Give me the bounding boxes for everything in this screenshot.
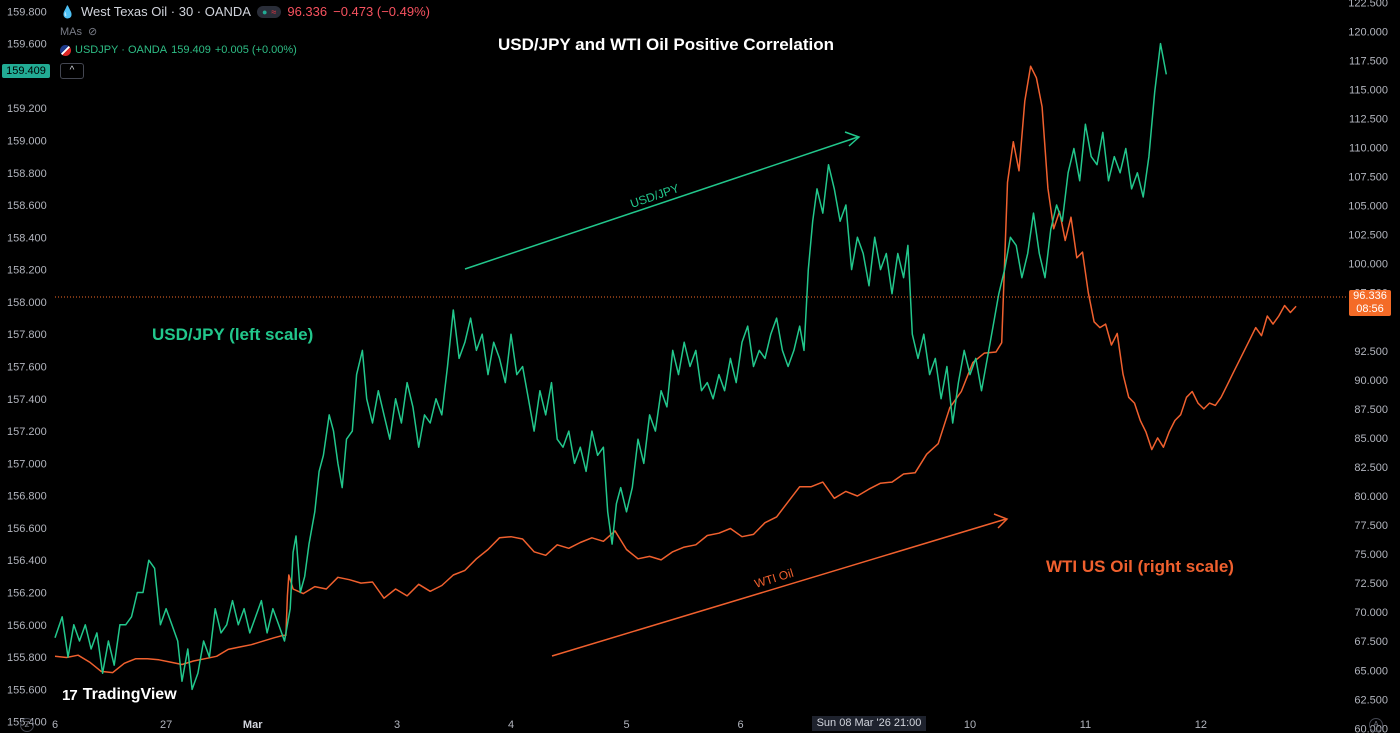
right-axis-tick-label: 110.000 xyxy=(1349,143,1388,155)
wti-current-price: 96.336 xyxy=(1353,290,1387,302)
compare-symbol-name[interactable]: USDJPY · OANDA xyxy=(75,44,168,56)
legend-collapse-button[interactable]: ^ xyxy=(60,63,84,79)
usdjpy-arrow-label: USD/JPY xyxy=(628,181,680,211)
wti-price-line xyxy=(54,65,1297,674)
crosshair-date-label: Sun 08 Mar '26 21:00 xyxy=(812,716,926,731)
right-axis-tick-label: 122.500 xyxy=(1348,0,1388,9)
us-japan-flag-icon xyxy=(60,44,71,56)
left-axis-tick-label: 158.800 xyxy=(7,168,47,180)
time-axis-tick-label: 27 xyxy=(160,719,172,731)
right-axis-tick-label: 80.000 xyxy=(1354,491,1388,503)
wti-current-price-tag: 96.336 08:56 xyxy=(1349,290,1391,316)
left-axis-tick-label: 158.600 xyxy=(7,200,47,212)
left-axis-tick-label: 158.000 xyxy=(7,297,47,309)
right-axis-tick-label: 100.000 xyxy=(1348,259,1388,271)
right-axis-tick-label: 75.000 xyxy=(1354,549,1388,561)
left-axis-tick-label: 157.400 xyxy=(7,394,47,406)
wti-trend-arrow xyxy=(551,518,1007,657)
market-status-pill[interactable]: ● ≈ xyxy=(256,5,282,18)
time-axis-tick-label: 10 xyxy=(964,719,976,731)
right-axis-tick-label: 120.000 xyxy=(1348,26,1388,38)
time-axis-tick-label: 11 xyxy=(1080,719,1091,731)
tradingview-mark-icon: 17 xyxy=(62,686,78,704)
right-axis-tick-label: 92.500 xyxy=(1354,346,1388,358)
left-axis-tick-label: 156.200 xyxy=(7,588,47,600)
wti-scale-label: WTI US Oil (right scale) xyxy=(1046,557,1234,576)
left-axis-tick-label: 158.200 xyxy=(7,265,47,277)
right-axis-tick-label: 90.000 xyxy=(1354,375,1388,387)
zoom-corner-button[interactable]: Z xyxy=(20,718,34,732)
left-axis-tick-label: 157.800 xyxy=(7,329,47,341)
ma-label: MAs xyxy=(60,25,82,38)
compare-symbol-change: +0.005 (+0.00%) xyxy=(214,44,297,56)
market-open-dot-icon: ● xyxy=(261,6,268,17)
time-axis-tick-label: 4 xyxy=(508,719,514,731)
usdjpy-price-line xyxy=(54,42,1168,691)
time-axis-tick-label: 6 xyxy=(52,719,58,731)
main-symbol-legend[interactable]: 💧 West Texas Oil · 30 · OANDA ● ≈ 96.336 … xyxy=(60,4,430,19)
left-axis-tick-label: 156.600 xyxy=(7,523,47,535)
left-axis-tick-label: 156.000 xyxy=(7,620,47,632)
usdjpy-trend-arrow xyxy=(464,136,859,270)
left-axis-tick-label: 158.400 xyxy=(7,232,47,244)
moving-averages-legend[interactable]: MAs ⊘ xyxy=(60,25,98,39)
right-axis-tick-label: 107.500 xyxy=(1348,172,1388,184)
usdjpy-scale-label: USD/JPY (left scale) xyxy=(152,325,314,344)
wti-trend-arrowhead xyxy=(993,513,1009,529)
time-axis[interactable]: 6 27 Mar 3 4 5 6 10 11 12 xyxy=(52,719,1207,731)
eye-hidden-icon[interactable]: ⊘ xyxy=(88,26,98,38)
right-axis-tick-label: 65.000 xyxy=(1354,665,1388,677)
left-axis-tick-label: 157.000 xyxy=(7,458,47,470)
compare-symbol-legend[interactable]: USDJPY · OANDA 159.409 +0.005 (+0.00%) xyxy=(60,44,297,56)
time-axis-tick-label: 12 xyxy=(1195,719,1207,731)
usdjpy-trend-arrowhead xyxy=(844,131,861,147)
wti-arrow-label: WTI Oil xyxy=(753,566,795,591)
tradingview-wordmark: TradingView xyxy=(82,686,177,703)
right-axis-tick-label: 72.500 xyxy=(1354,578,1388,590)
tradingview-logo[interactable]: 17 TradingView xyxy=(62,686,177,704)
right-price-axis[interactable]: 122.500 120.000 117.500 115.000 112.500 110.0… xyxy=(1348,0,1388,733)
right-axis-tick-label: 117.500 xyxy=(1349,55,1388,67)
left-axis-tick-label: 156.800 xyxy=(7,491,47,503)
right-axis-tick-label: 62.500 xyxy=(1354,694,1388,706)
left-axis-tick-label: 155.800 xyxy=(7,652,47,664)
left-price-axis[interactable]: 159.800 159.600 159.200 159.000 158.800 158.6… xyxy=(7,6,47,728)
time-axis-tick-label: 5 xyxy=(623,719,629,731)
wti-line-group xyxy=(54,65,1297,674)
right-axis-tick-label: 87.500 xyxy=(1354,404,1388,416)
left-axis-tick-label: 159.600 xyxy=(7,39,47,51)
bar-countdown: 08:56 xyxy=(1356,303,1384,315)
left-axis-tick-label: 159.200 xyxy=(7,103,47,115)
main-symbol-name[interactable]: West Texas Oil · 30 · OANDA xyxy=(80,4,251,19)
time-axis-tick-label: 6 xyxy=(737,719,743,731)
right-axis-tick-label: 85.000 xyxy=(1354,433,1388,445)
left-axis-tick-label: 157.600 xyxy=(7,362,47,374)
right-axis-tick-label: 105.000 xyxy=(1348,201,1388,213)
usdjpy-current-price-tag: 159.409 xyxy=(2,64,50,78)
left-axis-tick-label: 159.800 xyxy=(7,6,47,18)
left-axis-tick-label: 155.600 xyxy=(7,684,47,696)
right-axis-tick-label: 102.500 xyxy=(1348,230,1388,242)
left-axis-tick-label: 157.200 xyxy=(7,426,47,438)
delay-wave-icon: ≈ xyxy=(271,6,277,17)
right-axis-tick-label: 70.000 xyxy=(1354,607,1388,619)
left-axis-tick-label: 156.400 xyxy=(7,555,47,567)
right-axis-tick-label: 115.000 xyxy=(1349,84,1388,96)
right-axis-tick-label: 77.500 xyxy=(1354,520,1388,532)
compare-symbol-price: 159.409 xyxy=(171,44,211,56)
right-axis-tick-label: 82.500 xyxy=(1354,462,1388,474)
main-symbol-price: 96.336 xyxy=(287,4,328,19)
left-axis-tick-label: 159.000 xyxy=(7,135,47,147)
main-symbol-change: −0.473 (−0.49%) xyxy=(333,4,430,19)
time-axis-tick-label: Mar xyxy=(243,719,263,731)
auto-scale-button[interactable]: A xyxy=(1369,718,1383,732)
right-axis-tick-label: 112.500 xyxy=(1349,113,1388,125)
right-axis-tick-label: 67.500 xyxy=(1354,636,1388,648)
chart-title: USD/JPY and WTI Oil Positive Correlation xyxy=(498,35,834,54)
usdjpy-line-group xyxy=(54,42,1168,691)
time-axis-tick-label: 3 xyxy=(394,719,400,731)
oil-drop-icon: 💧 xyxy=(60,4,75,19)
